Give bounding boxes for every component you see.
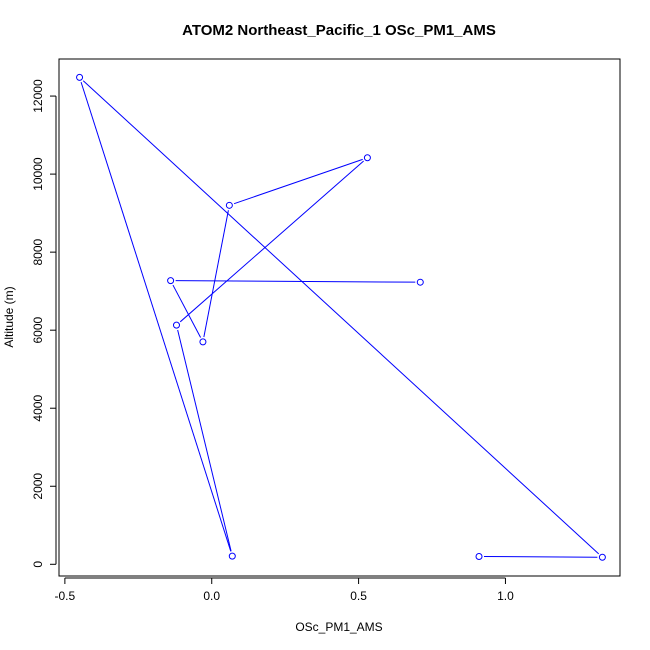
y-axis: 0 2000 4000 6000 8000 10000 12000 <box>31 79 57 568</box>
series-segment <box>175 280 416 283</box>
y-tick-label: 6000 <box>31 317 45 344</box>
data-point <box>228 552 236 560</box>
series-segment <box>179 160 364 323</box>
data-point <box>199 338 207 346</box>
series-segment <box>484 556 598 558</box>
x-axis: -0.5 0.0 0.5 1.0 <box>55 577 514 603</box>
data-point <box>416 278 424 286</box>
series-group <box>76 73 606 561</box>
series-segment <box>203 210 229 338</box>
data-point <box>172 321 180 329</box>
x-tick-label: 0.5 <box>350 589 367 603</box>
x-tick-label: -0.5 <box>55 589 76 603</box>
data-point <box>225 201 233 209</box>
y-tick-label: 2000 <box>31 473 45 500</box>
y-axis-label: Altitude (m) <box>2 286 16 347</box>
x-tick-label: 1.0 <box>497 589 514 603</box>
series-segment <box>177 329 232 552</box>
x-tick-label: 0.0 <box>203 589 220 603</box>
series-segment <box>80 81 232 552</box>
plot-frame <box>58 58 621 577</box>
x-axis-label: OSc_PM1_AMS <box>295 620 382 634</box>
series-segment <box>82 80 600 555</box>
data-point <box>76 73 84 81</box>
data-point <box>475 552 483 560</box>
y-tick-label: 4000 <box>31 395 45 422</box>
y-tick-label: 12000 <box>31 79 45 113</box>
y-tick-label: 8000 <box>31 238 45 265</box>
data-point <box>167 277 175 285</box>
series-segment <box>233 158 363 205</box>
y-tick-label: 0 <box>31 561 45 568</box>
y-tick-label: 10000 <box>31 157 45 191</box>
data-point <box>598 553 606 561</box>
series-segment <box>172 284 202 338</box>
chart-title: ATOM2 Northeast_Pacific_1 OSc_PM1_AMS <box>182 22 496 39</box>
data-point <box>363 154 371 162</box>
